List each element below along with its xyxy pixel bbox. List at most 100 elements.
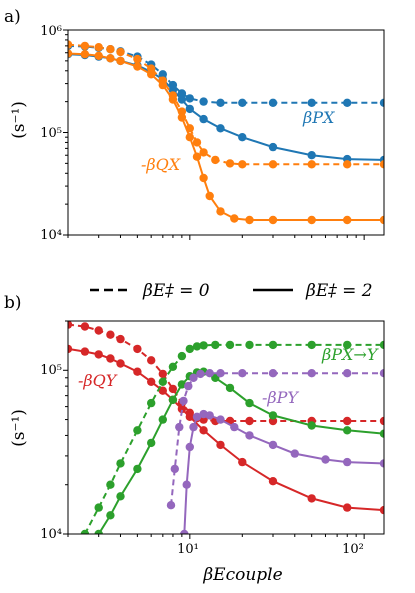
series-point — [199, 426, 208, 435]
series-point — [177, 95, 187, 104]
series-point — [379, 416, 384, 426]
series-point — [133, 62, 142, 71]
annotation-minus-beta-qy: -βQY — [78, 371, 118, 390]
panel-a-ytick-1e5: 10⁵ — [40, 126, 62, 141]
series-point — [379, 459, 384, 468]
series-point — [216, 440, 225, 450]
series-point — [185, 94, 194, 103]
series-point — [158, 386, 167, 395]
series-point — [168, 362, 178, 371]
series-point — [245, 431, 254, 440]
series-point — [175, 422, 184, 432]
series-point — [168, 384, 178, 394]
series-point — [177, 380, 187, 389]
series-point — [116, 359, 125, 368]
series-point — [268, 440, 278, 450]
series-point — [225, 159, 235, 168]
series-point — [168, 395, 178, 404]
series-point — [343, 457, 352, 467]
series-point — [184, 381, 193, 391]
series-point — [196, 369, 205, 379]
series-point — [199, 148, 208, 157]
series-point — [189, 373, 198, 382]
series-point — [211, 340, 220, 350]
series-point — [189, 422, 198, 432]
series-point — [379, 505, 384, 515]
series-point — [307, 215, 316, 225]
series-point — [238, 133, 247, 142]
series-point — [307, 421, 316, 430]
panel-b-ytick-1e4: 10⁴ — [40, 527, 62, 542]
series-point — [192, 152, 202, 161]
panel-b: b) (s⁻¹) 10⁴ 10⁵ 10¹ 10² βEcouple -βQY β… — [4, 293, 385, 585]
series-point — [147, 356, 156, 365]
series-point — [116, 492, 125, 501]
series-point — [245, 215, 254, 225]
series-point — [168, 95, 178, 104]
x-tick-1e2: 10² — [342, 542, 364, 557]
series-point — [106, 511, 115, 520]
series-line-0 — [68, 44, 384, 104]
series-point — [230, 422, 239, 432]
series-point — [180, 529, 189, 534]
panel-a-label: a) — [4, 7, 21, 27]
series-point — [343, 215, 352, 225]
series-line-5 — [183, 413, 384, 534]
panel-b-y-axis-label: (s⁻¹) — [9, 409, 29, 447]
series-point — [179, 396, 188, 406]
series-point — [158, 377, 167, 386]
series-point — [116, 459, 125, 468]
series-point — [238, 457, 247, 467]
annotation-minus-beta-qx: -βQX — [141, 155, 181, 174]
series-point — [343, 416, 352, 426]
series-point — [268, 160, 278, 169]
series-point — [379, 98, 384, 107]
series-point — [211, 155, 220, 165]
series-point — [133, 344, 142, 354]
series-point — [307, 160, 316, 169]
panel-b-ytick-1e5: 10⁵ — [40, 363, 62, 378]
series-point — [94, 51, 103, 60]
series-point — [245, 398, 254, 408]
series-point — [199, 173, 208, 183]
panel-a-ytick-1e6: 10⁶ — [40, 24, 62, 39]
series-point — [185, 344, 194, 354]
series-point — [147, 377, 156, 386]
series-point — [80, 41, 90, 51]
series-point — [343, 503, 352, 512]
series-point — [94, 529, 103, 534]
series-point — [205, 369, 214, 378]
series-point — [94, 350, 103, 359]
series-point — [106, 330, 115, 339]
series-point — [307, 369, 316, 378]
annotation-beta-px-to-y: βPX→Y — [321, 345, 379, 364]
x-tick-1e1: 10¹ — [177, 542, 199, 557]
series-point — [94, 503, 103, 512]
series-point — [379, 215, 384, 225]
panel-b-ticks — [63, 320, 365, 539]
series-point — [185, 104, 194, 114]
series-point — [268, 411, 278, 420]
series-point — [185, 442, 194, 452]
panel-a-y-axis-label: (s⁻¹) — [9, 101, 29, 139]
series-point — [106, 54, 115, 63]
series-point — [177, 404, 187, 414]
series-point — [205, 191, 214, 201]
series-point — [307, 340, 316, 350]
series-point — [268, 477, 278, 486]
series-point — [133, 464, 142, 474]
series-point — [133, 426, 142, 435]
legend: βE‡ = 0 βE‡ = 2 — [90, 281, 373, 301]
series-point — [199, 97, 208, 106]
series-point — [230, 214, 239, 223]
series-point — [94, 326, 103, 335]
series-point — [116, 47, 125, 57]
series-point — [116, 334, 125, 344]
series-point — [225, 383, 235, 393]
series-point — [225, 340, 235, 350]
series-point — [116, 56, 125, 66]
series-point — [94, 43, 103, 52]
series-point — [147, 438, 156, 448]
series-point — [177, 351, 187, 361]
